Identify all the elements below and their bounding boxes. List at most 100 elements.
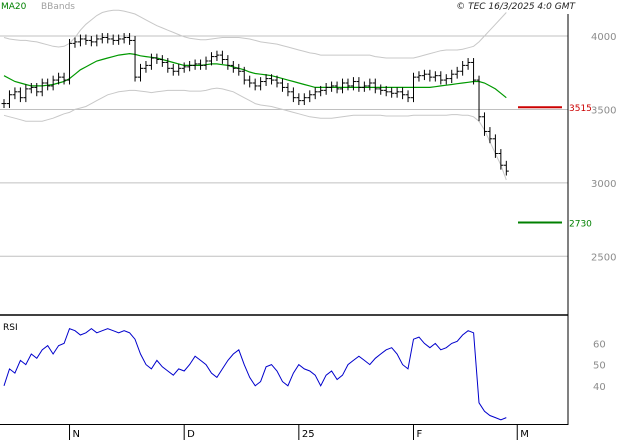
price-bar [170, 63, 176, 76]
price-bar [274, 75, 280, 88]
x-axis-label: 25 [302, 429, 315, 440]
price-bar [159, 55, 165, 67]
bbands-legend: BBands [41, 2, 75, 12]
price-bar [427, 69, 433, 82]
x-axis-label: F [417, 429, 423, 440]
price-bar [487, 127, 493, 144]
price-bar [492, 134, 498, 158]
price-bar [301, 93, 307, 106]
price-bar [432, 71, 438, 82]
price-panel: 4000 3500 3000 2500 3515 2730 [0, 9, 616, 315]
price-bar [421, 69, 427, 81]
rsi-panel: 60 50 40 RSI [3, 323, 606, 421]
price-bar [208, 52, 214, 66]
price-tick-label: 3500 [591, 105, 616, 116]
rsi-title: RSI [3, 323, 18, 333]
bb-lower-line [3, 87, 507, 181]
price-bar [503, 160, 509, 176]
rsi-tick-label: 50 [593, 361, 606, 372]
price-bar [1, 99, 7, 108]
price-bar [181, 62, 187, 73]
price-bar [389, 87, 395, 98]
price-bar [438, 71, 444, 85]
price-bar [498, 149, 504, 170]
price-bar [230, 60, 236, 73]
price-bar [143, 60, 149, 73]
price-bar [400, 87, 406, 100]
price-bar [279, 78, 285, 92]
price-tick-label: 2500 [591, 252, 616, 263]
price-bar [110, 34, 116, 45]
price-bar [165, 58, 171, 73]
rsi-line [3, 327, 507, 421]
bollinger-bands [3, 9, 507, 181]
ma20-line [3, 52, 507, 99]
price-bar [269, 74, 275, 85]
ma20-path [3, 52, 507, 99]
price-bar [367, 78, 373, 91]
price-bars [1, 33, 509, 176]
rsi-tick-label: 40 [593, 382, 606, 393]
price-bar [394, 87, 400, 98]
price-bar [323, 83, 329, 95]
price-bar [12, 87, 18, 100]
price-bar [345, 78, 351, 91]
resistance-label: 3515 [569, 104, 592, 114]
price-bar [61, 72, 67, 85]
price-bar [296, 93, 302, 106]
price-bar [236, 63, 242, 76]
price-bar [258, 77, 264, 91]
price-bar [471, 58, 477, 85]
price-bar [312, 87, 318, 100]
ma20-legend: MA20 [1, 2, 27, 12]
price-tick-label: 3000 [591, 179, 616, 190]
price-bar [443, 74, 449, 85]
price-bar [449, 69, 455, 84]
bb-upper-line [3, 9, 507, 59]
price-bar [290, 87, 296, 103]
price-tick-label: 4000 [591, 32, 616, 43]
price-bar [454, 66, 460, 79]
price-bar [350, 77, 356, 91]
price-bar [23, 84, 29, 103]
price-bar [138, 63, 143, 82]
price-bar [476, 75, 482, 122]
price-bar [252, 78, 258, 91]
price-bar [356, 77, 362, 92]
price-levels: 3515 2730 [518, 104, 592, 229]
price-bar [176, 63, 182, 76]
rsi-path [3, 327, 507, 421]
timestamp: © TEC 16/3/2025 4:0 GMT [456, 2, 576, 12]
price-bar [263, 74, 269, 86]
price-bar [121, 33, 127, 44]
price-bar [132, 36, 138, 82]
price-bar [192, 59, 198, 70]
support-label: 2730 [569, 219, 592, 229]
price-bar [116, 34, 122, 45]
price-bar [241, 66, 247, 85]
price-bar [225, 55, 231, 70]
price-bar [247, 75, 253, 88]
price-bar [105, 33, 111, 44]
price-axis-ticks: 4000 3500 3000 2500 [591, 32, 616, 263]
rsi-tick-label: 60 [593, 339, 606, 350]
price-bar [307, 90, 313, 103]
x-axis-label: N [73, 429, 80, 440]
price-bar [99, 33, 105, 44]
price-bar [383, 85, 389, 97]
price-bar [329, 81, 335, 92]
price-bar [203, 56, 209, 70]
price-bar [6, 90, 12, 108]
price-bar [67, 38, 73, 85]
price-bar [361, 81, 367, 92]
price-bar [28, 83, 34, 94]
rsi-axis-ticks: 60 50 40 [593, 339, 606, 392]
price-bar [45, 78, 51, 91]
price-bar [72, 37, 78, 48]
price-bar [187, 60, 193, 72]
price-bar [481, 112, 487, 136]
price-panel-background [0, 14, 568, 315]
price-bar [94, 34, 100, 47]
x-axis-label: D [187, 429, 195, 440]
price-bar [127, 33, 133, 45]
